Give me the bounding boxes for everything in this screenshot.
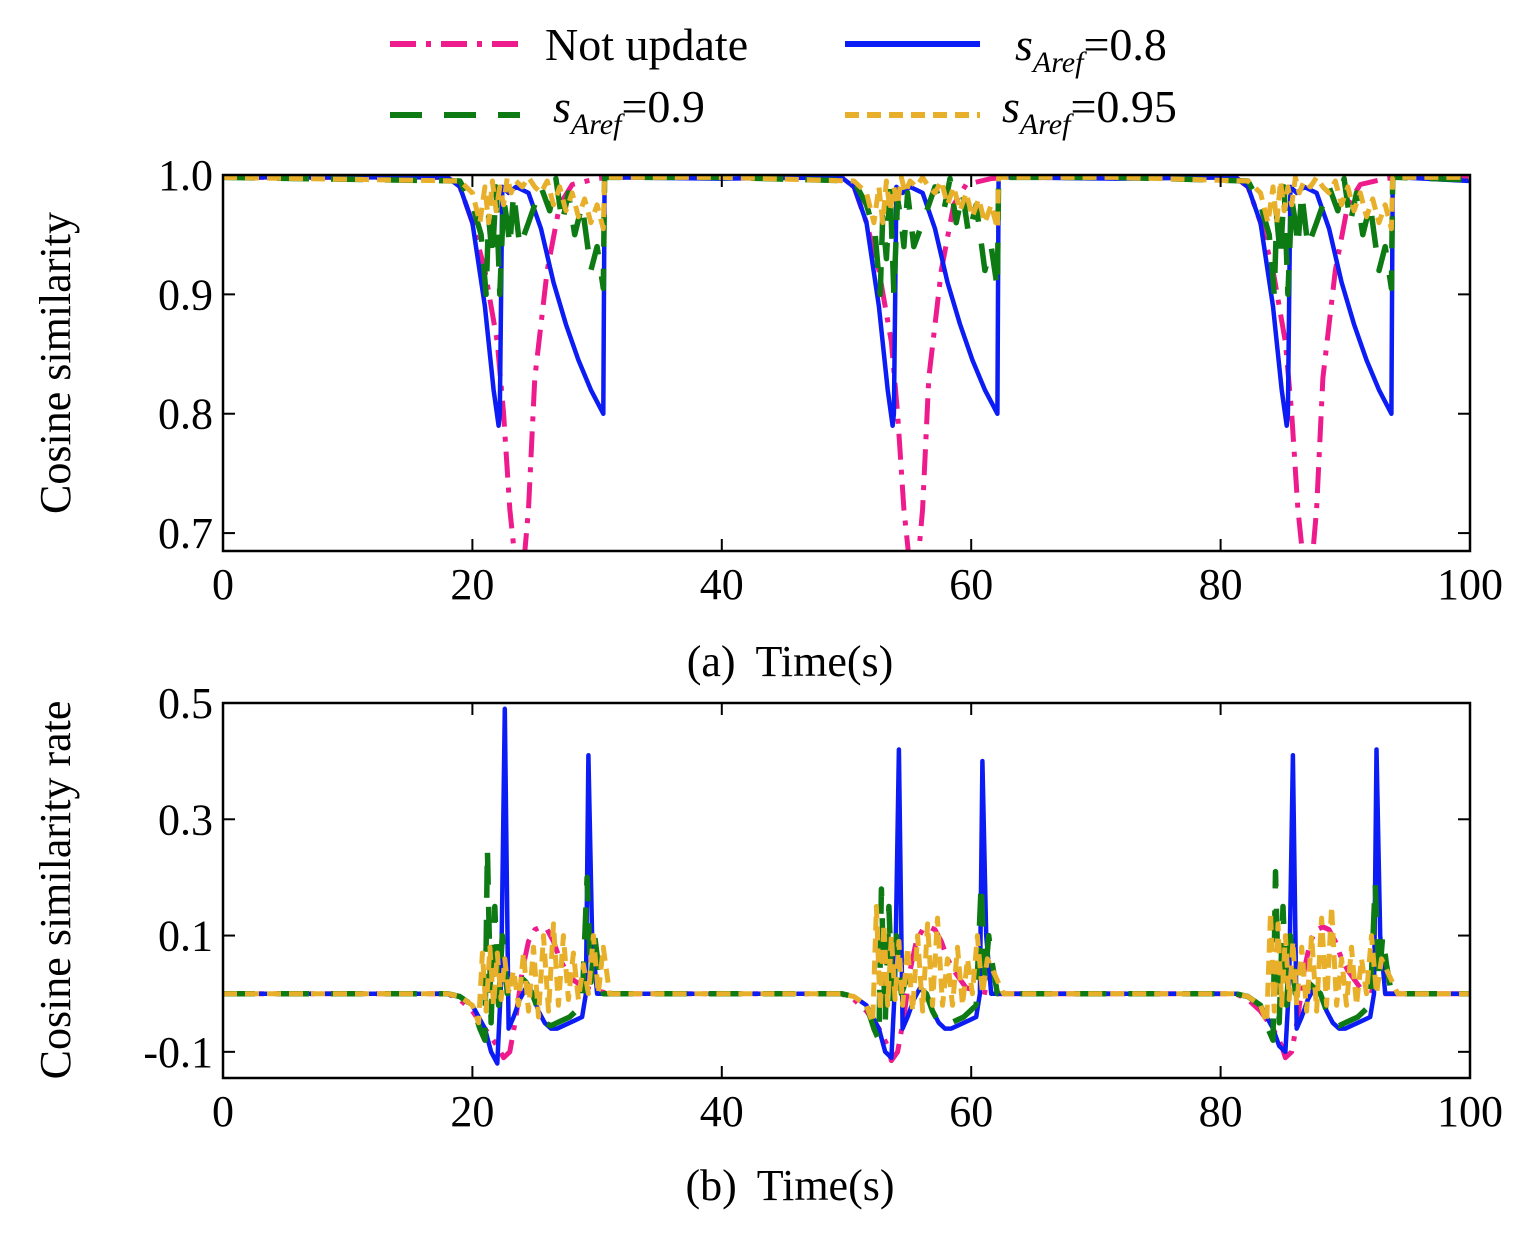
legend-value: =0.9 [621,81,704,132]
series-line-s095-a [223,175,1470,232]
x-tick-labels-a: 0 20 40 60 80 100 [212,560,1503,609]
x-axis-title-a: Time(s) [756,637,894,686]
y-tick-label: 0.5 [158,679,213,728]
series-line-s095-b [223,904,1470,1026]
y-axis-label-a: Cosine similarity [31,212,80,514]
subplot-b: 0 20 40 60 80 100 0.5 0.3 0.1 -0.1 Cosine simila… [31,679,1503,1210]
x-tick-label: 100 [1437,1087,1503,1136]
x-axis-label-a: (a) Time(s) [687,637,894,686]
series-group-b [223,706,1470,1066]
y-tick-label: 0.1 [158,912,213,961]
legend-value: =0.8 [1083,19,1166,70]
ticks-a [222,174,1471,551]
legend-s-subscript: Aref [1018,108,1074,141]
legend-value: =0.95 [1070,81,1176,132]
ticks-b [222,702,1471,1078]
y-tick-label: 0.9 [158,270,213,319]
y-tick-label: -0.1 [143,1028,213,1077]
x-tick-label: 20 [450,1087,494,1136]
legend-s-subscript: Aref [1031,46,1087,79]
x-tick-label: 40 [700,1087,744,1136]
legend-label-s-aref-0-8: sAref=0.8 [1015,19,1167,79]
series-line-s08-b [223,706,1470,1066]
x-tick-label: 100 [1437,560,1503,609]
y-tick-labels-a: 1.0 0.9 0.8 0.7 [158,151,213,558]
x-axis-label-b: (b) Time(s) [685,1161,894,1210]
legend-s-symbol: s [1015,19,1033,70]
subplot-tag-b: (b) [685,1161,736,1210]
x-axis-title-b: Time(s) [757,1161,895,1210]
legend: Not update sAref=0.8 sAref=0.9 sAref=0.9… [390,19,1177,141]
plot-frame-a [221,173,1472,553]
x-tick-labels-b: 0 20 40 60 80 100 [212,1087,1503,1136]
x-tick-label: 20 [450,560,494,609]
x-tick-label: 80 [1199,1087,1243,1136]
subplot-tag-a: (a) [687,637,736,686]
x-tick-label: 60 [949,1087,993,1136]
x-tick-label: 40 [700,560,744,609]
x-tick-label: 60 [949,560,993,609]
legend-s-symbol: s [1002,81,1020,132]
legend-s-symbol: s [553,81,571,132]
y-tick-label: 0.8 [158,390,213,439]
x-tick-label: 0 [212,560,234,609]
x-tick-label: 0 [212,1087,234,1136]
y-tick-labels-b: 0.5 0.3 0.1 -0.1 [143,679,213,1077]
series-line-s08-a [223,175,1470,428]
series-line-s09-a [223,175,1470,298]
series-line-s09-b [223,845,1470,1043]
legend-label-s-aref-0-95: sAref=0.95 [1002,81,1177,141]
y-tick-label: 0.7 [158,509,213,558]
legend-label-not-update: Not update [545,19,748,70]
legend-s-subscript: Aref [569,108,625,141]
subplot-a: 0 20 40 60 80 100 1.0 0.9 0.8 0.7 Cosine similar… [31,151,1503,686]
plot-frame-b [221,701,1472,1080]
legend-label-s-aref-0-9: sAref=0.9 [553,81,705,141]
y-tick-label: 0.3 [158,795,213,844]
series-group-a [223,175,1470,551]
y-tick-label: 1.0 [158,151,213,200]
y-axis-label-b: Cosine similarity rate [31,701,80,1080]
x-tick-label: 80 [1199,560,1243,609]
